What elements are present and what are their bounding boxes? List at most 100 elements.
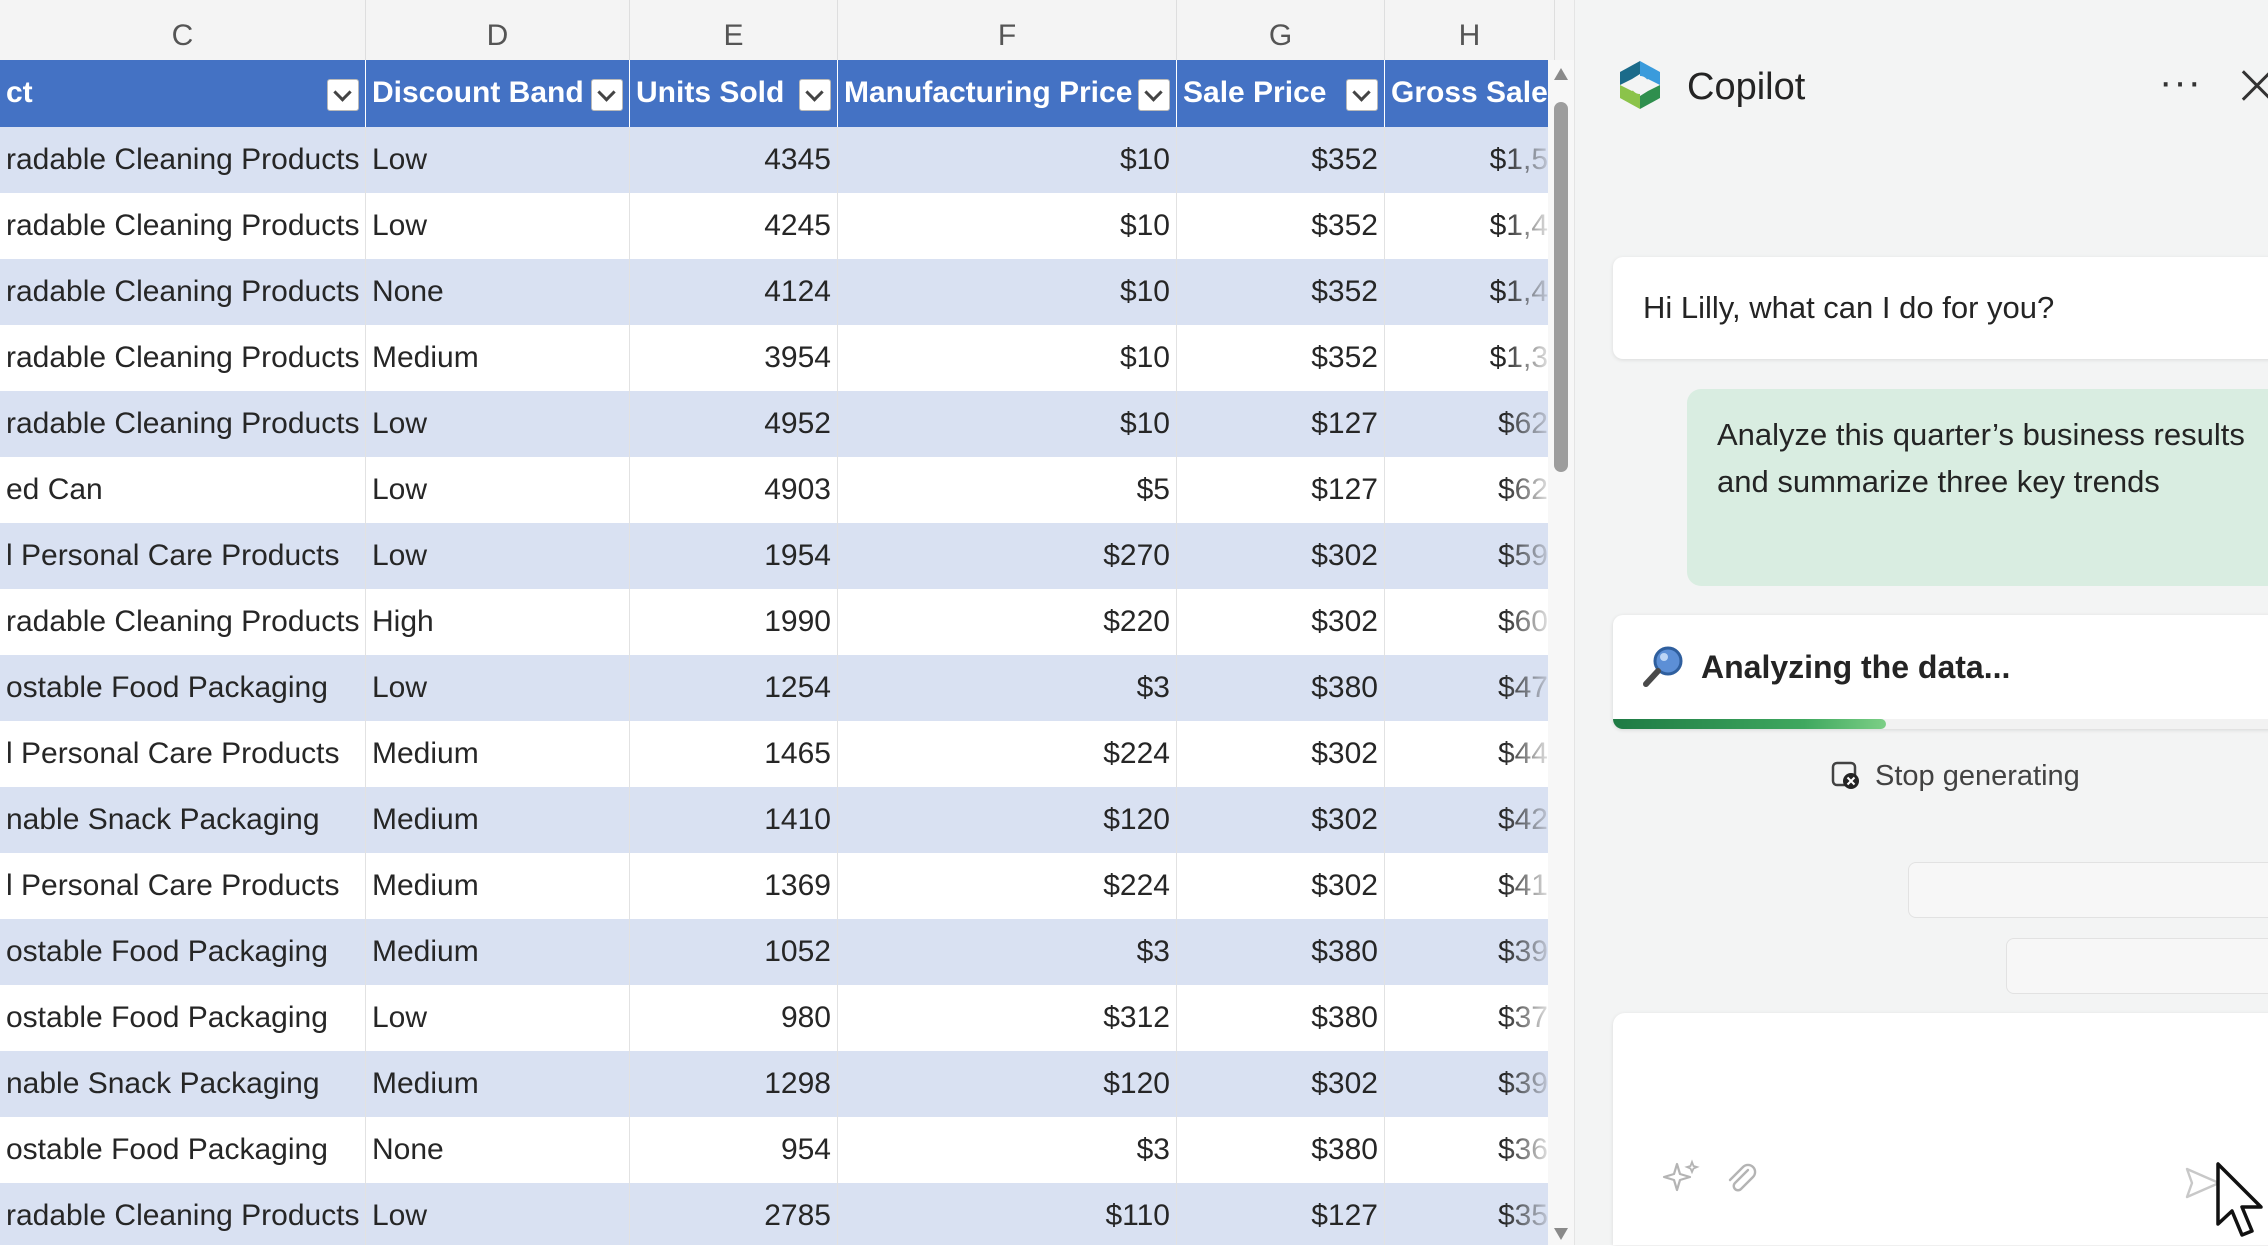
vertical-scrollbar[interactable] <box>1548 60 1574 1245</box>
table-cell[interactable]: $127 <box>1177 457 1385 523</box>
table-cell[interactable]: $62 <box>1385 457 1548 523</box>
filter-dropdown-icon[interactable] <box>799 79 831 111</box>
table-cell[interactable]: radable Cleaning Products <box>0 391 366 457</box>
table-cell[interactable]: $10 <box>838 193 1177 259</box>
table-cell[interactable]: 3954 <box>630 325 838 391</box>
table-cell[interactable]: None <box>366 1117 630 1183</box>
table-cell[interactable]: 1298 <box>630 1051 838 1117</box>
table-cell[interactable]: $36 <box>1385 1117 1548 1183</box>
table-cell[interactable]: nable Snack Packaging <box>0 787 366 853</box>
send-icon[interactable] <box>2183 1163 2223 1203</box>
table-cell[interactable]: $302 <box>1177 853 1385 919</box>
table-cell[interactable]: 1254 <box>630 655 838 721</box>
table-cell[interactable]: $10 <box>838 325 1177 391</box>
table-cell[interactable]: Medium <box>366 853 630 919</box>
filter-dropdown-icon[interactable] <box>591 79 623 111</box>
table-cell[interactable]: $302 <box>1177 787 1385 853</box>
table-cell[interactable]: $42 <box>1385 787 1548 853</box>
table-cell[interactable]: $37 <box>1385 985 1548 1051</box>
filter-dropdown-icon[interactable] <box>327 79 359 111</box>
table-cell[interactable]: Medium <box>366 787 630 853</box>
table-cell[interactable]: $380 <box>1177 919 1385 985</box>
table-cell[interactable]: $60 <box>1385 589 1548 655</box>
table-cell[interactable]: $120 <box>838 787 1177 853</box>
table-cell[interactable]: $10 <box>838 127 1177 193</box>
table-cell[interactable]: Low <box>366 655 630 721</box>
scroll-down-icon[interactable] <box>1554 1228 1568 1240</box>
table-cell[interactable]: $10 <box>838 391 1177 457</box>
table-cell[interactable]: $1,5 <box>1385 127 1548 193</box>
table-cell[interactable]: $352 <box>1177 193 1385 259</box>
table-cell[interactable]: $3 <box>838 1117 1177 1183</box>
column-letter-e[interactable]: E <box>630 0 838 60</box>
table-cell[interactable]: $224 <box>838 721 1177 787</box>
table-cell[interactable]: l Personal Care Products <box>0 721 366 787</box>
table-cell[interactable]: $62 <box>1385 391 1548 457</box>
column-letter-g[interactable]: G <box>1177 0 1385 60</box>
table-cell[interactable]: $127 <box>1177 1183 1385 1245</box>
table-cell[interactable]: 1990 <box>630 589 838 655</box>
stop-generating-button[interactable]: Stop generating <box>1831 756 2080 796</box>
table-cell[interactable]: ostable Food Packaging <box>0 655 366 721</box>
table-cell[interactable]: ostable Food Packaging <box>0 985 366 1051</box>
table-cell[interactable]: $120 <box>838 1051 1177 1117</box>
scrollbar-thumb[interactable] <box>1554 102 1568 472</box>
table-cell[interactable]: 4345 <box>630 127 838 193</box>
table-cell[interactable]: $352 <box>1177 259 1385 325</box>
table-cell[interactable]: ostable Food Packaging <box>0 919 366 985</box>
table-cell[interactable]: $110 <box>838 1183 1177 1245</box>
close-icon[interactable] <box>2237 66 2268 106</box>
table-cell[interactable]: $127 <box>1177 391 1385 457</box>
column-letter-f[interactable]: F <box>838 0 1177 60</box>
chat-input-box[interactable] <box>1613 1013 2268 1245</box>
table-cell[interactable]: Low <box>366 523 630 589</box>
table-cell[interactable]: 2785 <box>630 1183 838 1245</box>
table-cell[interactable]: radable Cleaning Products <box>0 127 366 193</box>
table-cell[interactable]: nable Snack Packaging <box>0 1051 366 1117</box>
table-cell[interactable]: Low <box>366 457 630 523</box>
table-cell[interactable]: 4124 <box>630 259 838 325</box>
table-cell[interactable]: ostable Food Packaging <box>0 1117 366 1183</box>
table-cell[interactable]: radable Cleaning Products <box>0 325 366 391</box>
table-cell[interactable]: Medium <box>366 1051 630 1117</box>
sparkle-icon[interactable] <box>1661 1158 1701 1198</box>
table-cell[interactable]: $59 <box>1385 523 1548 589</box>
column-letter-d[interactable]: D <box>366 0 630 60</box>
table-cell[interactable]: $380 <box>1177 985 1385 1051</box>
table-cell[interactable]: Medium <box>366 919 630 985</box>
table-cell[interactable]: $302 <box>1177 589 1385 655</box>
table-cell[interactable]: $3 <box>838 919 1177 985</box>
header-cell[interactable]: Manufacturing Price <box>838 60 1177 127</box>
column-letter-c[interactable]: C <box>0 0 366 60</box>
header-cell[interactable]: Gross Sales <box>1385 60 1548 127</box>
table-cell[interactable]: ed Can <box>0 457 366 523</box>
scroll-up-icon[interactable] <box>1554 68 1568 80</box>
table-cell[interactable]: $224 <box>838 853 1177 919</box>
table-cell[interactable]: $312 <box>838 985 1177 1051</box>
table-cell[interactable]: $41 <box>1385 853 1548 919</box>
table-cell[interactable]: $3 <box>838 655 1177 721</box>
table-cell[interactable]: $352 <box>1177 127 1385 193</box>
table-cell[interactable]: $39 <box>1385 1051 1548 1117</box>
table-cell[interactable]: $5 <box>838 457 1177 523</box>
table-cell[interactable]: Medium <box>366 325 630 391</box>
table-cell[interactable]: 954 <box>630 1117 838 1183</box>
table-cell[interactable]: $380 <box>1177 1117 1385 1183</box>
table-cell[interactable]: 1465 <box>630 721 838 787</box>
table-cell[interactable]: $220 <box>838 589 1177 655</box>
column-letter-h[interactable]: H <box>1385 0 1555 60</box>
table-cell[interactable]: l Personal Care Products <box>0 853 366 919</box>
table-cell[interactable]: l Personal Care Products <box>0 523 366 589</box>
table-cell[interactable]: 1052 <box>630 919 838 985</box>
table-cell[interactable]: $302 <box>1177 1051 1385 1117</box>
table-cell[interactable]: 4903 <box>630 457 838 523</box>
table-cell[interactable]: 1369 <box>630 853 838 919</box>
table-cell[interactable]: $380 <box>1177 655 1385 721</box>
table-cell[interactable]: radable Cleaning Products <box>0 259 366 325</box>
attach-icon[interactable] <box>1721 1158 1761 1198</box>
header-cell[interactable]: ct <box>0 60 366 127</box>
table-cell[interactable]: $39 <box>1385 919 1548 985</box>
table-cell[interactable]: $270 <box>838 523 1177 589</box>
filter-dropdown-icon[interactable] <box>1138 79 1170 111</box>
table-cell[interactable]: 1410 <box>630 787 838 853</box>
